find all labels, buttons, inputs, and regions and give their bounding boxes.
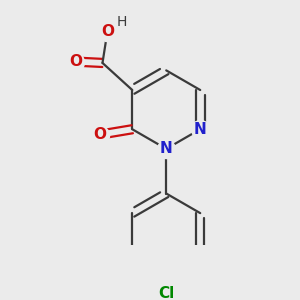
Text: O: O bbox=[93, 127, 106, 142]
Text: N: N bbox=[194, 122, 207, 137]
Text: O: O bbox=[69, 54, 82, 69]
Text: O: O bbox=[101, 24, 114, 39]
Text: H: H bbox=[117, 15, 128, 29]
Text: N: N bbox=[160, 141, 172, 156]
Text: Cl: Cl bbox=[158, 286, 174, 300]
